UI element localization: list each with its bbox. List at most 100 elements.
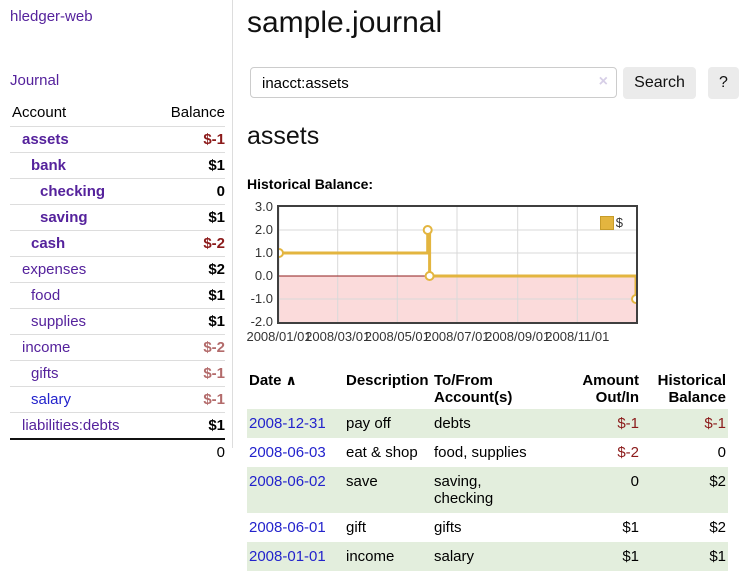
account-name-cell: assets (10, 126, 153, 153)
legend-swatch-icon (599, 215, 614, 230)
transaction-description: eat & shop (346, 444, 418, 461)
search-box: × (250, 67, 617, 98)
register-table: Date ∧ Description To/From Account(s) Amo… (247, 369, 728, 571)
page-title: sample.journal (247, 6, 443, 39)
search-button[interactable]: Search (623, 67, 696, 99)
clear-search-icon[interactable]: × (598, 73, 608, 90)
help-button[interactable]: ? (708, 67, 739, 99)
account-link[interactable]: income (22, 339, 71, 356)
transaction-date-link[interactable]: 2008-01-01 (249, 548, 326, 565)
account-balance: $1 (152, 308, 225, 335)
y-axis-tick-label: 0.0 (254, 268, 273, 283)
account-link[interactable]: checking (40, 183, 106, 200)
chart-legend: $ (599, 215, 623, 230)
account-link[interactable]: assets (22, 131, 69, 148)
transaction-date-cell: 2008-01-01 (247, 542, 344, 571)
account-balance: $1 (152, 152, 225, 179)
register-header-row: Date ∧ Description To/From Account(s) Amo… (247, 369, 728, 409)
transaction-date-link[interactable]: 2008-06-01 (249, 519, 326, 536)
main-content: sample.journal × Search ? assets Histori… (246, 0, 742, 571)
transaction-date-link[interactable]: 2008-12-31 (249, 415, 326, 432)
account-link[interactable]: gifts (31, 365, 59, 382)
register-header-accounts: To/From Account(s) (434, 372, 513, 406)
accounts-table: Account Balance assets $-1 bank $1 checking 0… (10, 100, 225, 465)
account-name-cell: expenses (10, 256, 153, 283)
register-header-balance: Historical Balance (657, 372, 726, 406)
y-axis-tick-label: 2.0 (254, 222, 273, 237)
transaction-date-cell: 2008-12-31 (247, 409, 344, 438)
account-link[interactable]: liabilities:debts (22, 417, 120, 434)
account-row: checking 0 (10, 178, 225, 205)
accounts-total-value: 0 (152, 438, 225, 465)
account-balance: 0 (152, 178, 225, 205)
transaction-balance: $2 (709, 519, 726, 536)
app-title-link[interactable]: hledger-web (10, 8, 93, 25)
chart-title: Historical Balance: (247, 176, 374, 192)
account-name-cell: bank (10, 152, 153, 179)
transaction-date-link[interactable]: 2008-06-02 (249, 473, 326, 490)
transaction-accounts: food, supplies (434, 444, 527, 461)
transaction-accounts: saving, checking (434, 473, 494, 507)
search-row: × Search ? (247, 67, 742, 99)
account-link[interactable]: food (31, 287, 61, 304)
account-heading: assets (247, 122, 320, 150)
transaction-amount: 0 (630, 473, 639, 490)
transaction-description: income (346, 548, 395, 565)
account-row: expenses $2 (10, 256, 225, 283)
account-row: salary $-1 (10, 386, 225, 413)
account-balance: $1 (152, 282, 225, 309)
account-balance: $1 (152, 204, 225, 231)
account-balance: $1 (152, 412, 225, 439)
register-header-amount: Amount Out/In (582, 372, 639, 406)
account-row: assets $-1 (10, 126, 225, 153)
account-name-cell: salary (10, 386, 153, 413)
sidebar-item-journal[interactable]: Journal (10, 72, 60, 89)
transaction-amount: $1 (622, 548, 639, 565)
transaction-row: 2008-06-01 gift gifts $1 $2 (247, 513, 728, 542)
account-link[interactable]: saving (40, 209, 88, 226)
transaction-balance: $-1 (704, 415, 726, 432)
account-link[interactable]: bank (31, 157, 67, 174)
sort-ascending-icon: ∧ (285, 372, 297, 388)
account-link[interactable]: cash (31, 235, 66, 252)
search-input[interactable] (260, 69, 594, 98)
account-balance: $2 (152, 256, 225, 283)
account-name-cell: food (10, 282, 153, 309)
transaction-row: 2008-12-31 pay off debts $-1 $-1 (247, 409, 728, 438)
y-axis-tick-label: 3.0 (254, 199, 273, 214)
account-balance: $-2 (152, 230, 225, 257)
x-axis-tick-label: 2008/01/01 (246, 329, 312, 344)
x-axis-tick-label: 2008/05/01 (364, 329, 430, 344)
account-name-cell: saving (10, 204, 153, 231)
transaction-date-cell: 2008-06-02 (247, 467, 344, 513)
transaction-description: pay off (346, 415, 391, 432)
account-link[interactable]: salary (31, 391, 72, 408)
account-name-cell: checking (10, 178, 153, 205)
register-header-date[interactable]: Date ∧ (249, 372, 297, 389)
accounts-header-balance: Balance (170, 104, 225, 121)
y-axis-tick-label: -1.0 (250, 291, 273, 306)
account-balance: $-1 (152, 360, 225, 387)
transaction-balance: $1 (709, 548, 726, 565)
account-balance: $-2 (152, 334, 225, 361)
y-axis-tick-label: -2.0 (250, 314, 273, 329)
transaction-amount: $-1 (617, 415, 639, 432)
account-link[interactable]: expenses (22, 261, 87, 278)
chart-canvas (279, 207, 636, 322)
accounts-total-row: 0 (10, 438, 225, 465)
account-name-cell: supplies (10, 308, 153, 335)
transaction-balance: 0 (717, 444, 726, 461)
legend-label: $ (615, 215, 623, 230)
account-name-cell: cash (10, 230, 153, 257)
transaction-row: 2008-01-01 income salary $1 $1 (247, 542, 728, 571)
transaction-date-link[interactable]: 2008-06-03 (249, 444, 326, 461)
transaction-amount: $1 (622, 519, 639, 536)
sidebar: hledger-web Journal Account Balance asse… (0, 0, 233, 465)
account-row: supplies $1 (10, 308, 225, 335)
account-name-cell: liabilities:debts (10, 412, 153, 439)
transaction-date-cell: 2008-06-01 (247, 513, 344, 542)
transaction-balance: $2 (709, 473, 726, 490)
account-link[interactable]: supplies (31, 313, 87, 330)
chart-plot-area: $ (277, 205, 638, 324)
transaction-accounts: debts (434, 415, 471, 432)
